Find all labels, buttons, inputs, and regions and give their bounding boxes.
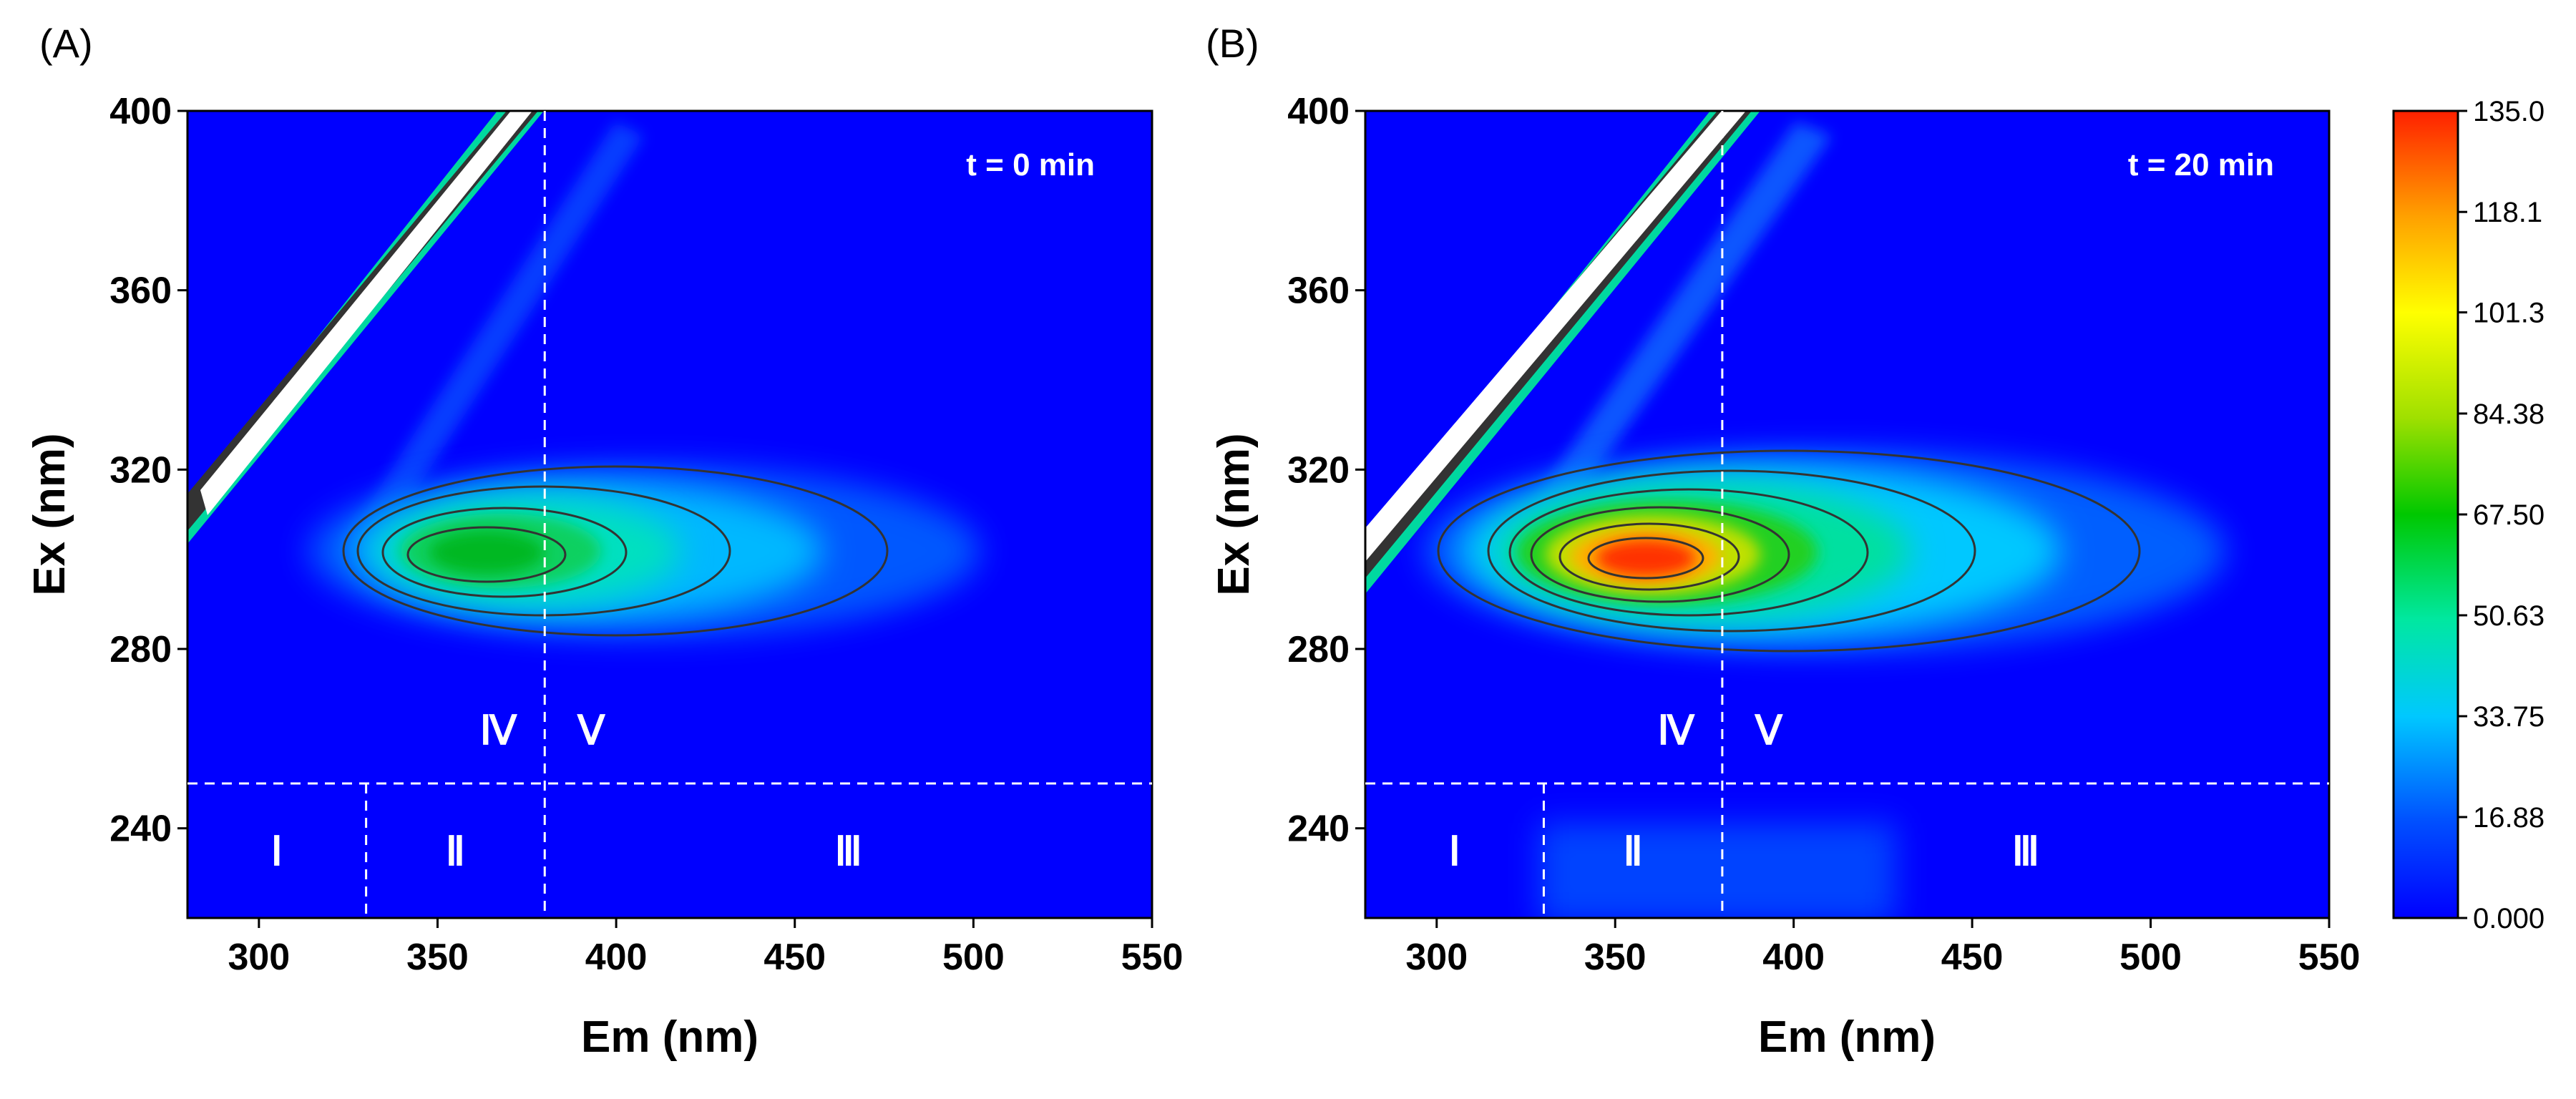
- panel-b-region-guides: [1365, 111, 2329, 918]
- y-tick-label: 360: [1287, 270, 1350, 312]
- colorbar-tick-label: 33.75: [2473, 701, 2545, 733]
- region-label: Ⅲ: [2012, 830, 2040, 874]
- y-tick-label: 400: [1287, 91, 1350, 132]
- x-tick-label: 550: [2298, 937, 2361, 978]
- panel-b-label: (B): [1206, 21, 1259, 66]
- colorbar-tick-label: 101.3: [2473, 298, 2545, 329]
- panel-b-rayleigh-scatter: [1365, 111, 1760, 594]
- colorbar-tick-label: 50.63: [2473, 600, 2545, 632]
- y-tick-label: 240: [109, 809, 172, 850]
- panel-b-y-ticks: 240 280 320 360 400: [1287, 91, 1365, 850]
- colorbar-ticks: 135.0 118.1 101.3 84.38 67.50 50.63 33.75 16.88…: [2458, 96, 2545, 934]
- colorbar-tick-label: 84.38: [2473, 399, 2545, 430]
- panel-a-x-ticks: 300 350 400 450 500 550: [228, 918, 1183, 978]
- x-tick-label: 300: [1405, 937, 1468, 978]
- panel-a-peak-blob: [308, 465, 980, 637]
- panel-b-low-ex-band: [1538, 823, 1896, 918]
- y-tick-label: 400: [109, 91, 172, 132]
- y-tick-label: 360: [109, 270, 172, 312]
- panel-b-frame: [1364, 109, 2331, 919]
- x-tick-label: 550: [1121, 937, 1184, 978]
- panel-a-region-labels: Ⅰ Ⅱ Ⅲ Ⅳ Ⅴ: [271, 709, 862, 874]
- region-label: Ⅳ: [480, 709, 518, 753]
- x-tick-label: 500: [942, 937, 1005, 978]
- panel-a: (A): [25, 21, 1183, 1062]
- x-tick-label: 350: [406, 937, 469, 978]
- panel-b-raman-band: [1524, 122, 1832, 533]
- panel-b-contours: [1437, 449, 2141, 653]
- region-label: Ⅴ: [577, 709, 606, 753]
- panel-b-x-axis-label: Em (nm): [1758, 1012, 1936, 1062]
- panel-b-plot-area: [1365, 111, 2329, 918]
- panel-a-y-ticks: 240 280 320 360 400: [109, 91, 187, 850]
- x-tick-label: 300: [228, 937, 290, 978]
- region-label: Ⅰ: [1448, 830, 1460, 874]
- region-label: Ⅴ: [1755, 709, 1784, 753]
- x-tick-label: 400: [1762, 937, 1825, 978]
- panel-a-plot-area: [187, 111, 1152, 918]
- panel-a-time-label: t = 0 min: [966, 147, 1095, 182]
- x-tick-label: 450: [1941, 937, 2004, 978]
- colorbar-gradient: [2392, 109, 2459, 919]
- x-tick-label: 350: [1584, 937, 1646, 978]
- panel-a-region-guides: [187, 111, 1152, 918]
- x-tick-label: 450: [763, 937, 826, 978]
- panel-a-rayleigh-scatter: [187, 111, 544, 544]
- panel-a-x-axis-label: Em (nm): [581, 1012, 758, 1062]
- region-label: Ⅳ: [1657, 709, 1695, 753]
- region-label: Ⅱ: [446, 830, 466, 874]
- y-tick-label: 280: [109, 629, 172, 670]
- y-tick-label: 240: [1287, 809, 1350, 850]
- panel-b: (B): [1206, 21, 2360, 1062]
- y-tick-label: 320: [109, 449, 172, 491]
- panel-b-peak-blob: [1424, 451, 2225, 651]
- panel-a-raman-band: [343, 122, 644, 558]
- panel-b-region-labels: Ⅰ Ⅱ Ⅲ Ⅳ Ⅴ: [1448, 709, 2039, 874]
- y-tick-label: 320: [1287, 449, 1350, 491]
- x-tick-label: 500: [2119, 937, 2182, 978]
- colorbar-tick-label: 0.000: [2473, 903, 2545, 934]
- colorbar-tick-label: 118.1: [2473, 197, 2542, 228]
- y-tick-label: 280: [1287, 629, 1350, 670]
- colorbar: 135.0 118.1 101.3 84.38 67.50 50.63 33.75 16.88…: [2392, 96, 2545, 934]
- region-label: Ⅲ: [834, 830, 862, 874]
- panel-a-label: (A): [39, 21, 93, 66]
- colorbar-tick-label: 67.50: [2473, 499, 2545, 531]
- colorbar-tick-label: 16.88: [2473, 802, 2545, 834]
- region-label: Ⅰ: [271, 830, 283, 874]
- panel-b-y-axis-label: Ex (nm): [1209, 433, 1259, 595]
- region-label: Ⅱ: [1623, 830, 1643, 874]
- x-tick-label: 400: [585, 937, 648, 978]
- panel-b-x-ticks: 300 350 400 450 500 550: [1405, 918, 2360, 978]
- panel-a-frame: [186, 109, 1153, 919]
- colorbar-tick-label: 135.0: [2473, 96, 2545, 127]
- panel-a-y-axis-label: Ex (nm): [25, 433, 74, 595]
- panel-b-time-label: t = 20 min: [2128, 147, 2274, 182]
